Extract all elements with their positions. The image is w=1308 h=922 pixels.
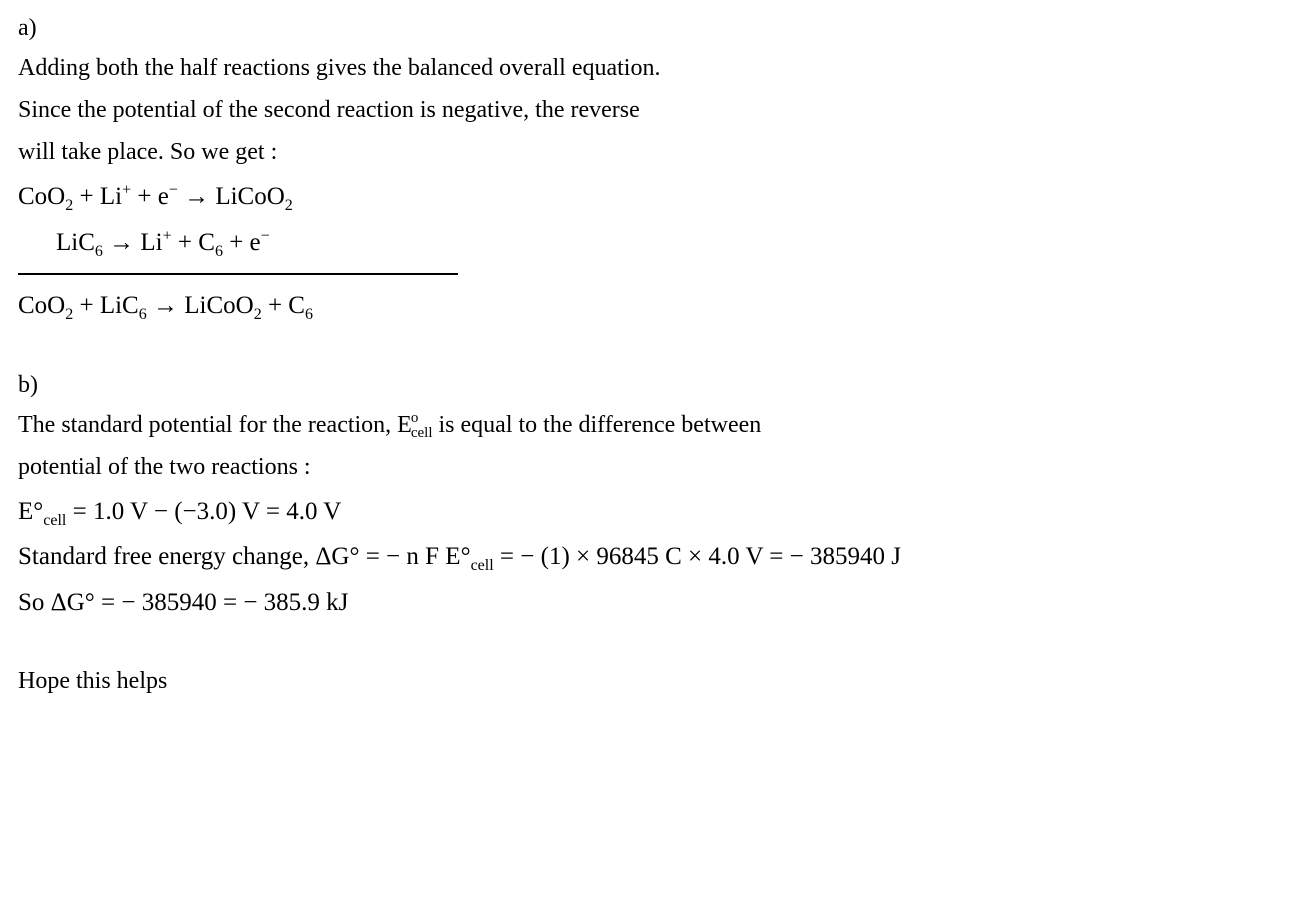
overall-lic6-sub: 6 bbox=[139, 306, 147, 323]
dg-part2: = − (1) × 96845 C × 4.0 V = − 385940 J bbox=[494, 543, 901, 570]
half-reaction-1: CoO2 + Li+ + e− → LiCoO2 bbox=[18, 178, 1290, 216]
ecell-sub-2: cell bbox=[43, 512, 66, 529]
delta-g-result: So ΔG° = − 385940 = − 385.9 kJ bbox=[18, 584, 1290, 622]
ecell-equation: E°cell = 1.0 V − (−3.0) V = 4.0 V bbox=[18, 493, 1290, 531]
arrow-li: → Li bbox=[103, 229, 163, 256]
ecell-supsub: ocell bbox=[411, 411, 433, 441]
b-line-2: potential of the two reactions : bbox=[18, 449, 1290, 485]
b-line1-part1: The standard potential for the reaction,… bbox=[18, 412, 412, 438]
b-line-1: The standard potential for the reaction,… bbox=[18, 407, 1290, 443]
arrow-licoo2: → LiCoO bbox=[178, 183, 285, 210]
ecell-sup: o bbox=[411, 411, 433, 426]
overall-plus-c6: + C bbox=[262, 292, 305, 319]
coo2-text: CoO bbox=[18, 183, 65, 210]
a-intro-line-1: Adding both the half reactions gives the… bbox=[18, 50, 1290, 86]
delta-g-equation: Standard free energy change, ΔG° = − n F… bbox=[18, 538, 1290, 576]
dg-sub: cell bbox=[471, 557, 494, 574]
e-sup: − bbox=[169, 182, 178, 199]
overall-c6-sub: 6 bbox=[305, 306, 313, 323]
ecell-lhs: E° bbox=[18, 498, 43, 525]
dg-part1: Standard free energy change, ΔG° = − n F… bbox=[18, 543, 471, 570]
overall-reaction: CoO2 + LiC6 → LiCoO2 + C6 bbox=[18, 287, 1290, 325]
section-b-label: b) bbox=[18, 367, 1290, 403]
lic6-sub: 6 bbox=[95, 243, 103, 260]
ecell-sub: cell bbox=[411, 426, 433, 441]
c6-sub: 6 bbox=[215, 243, 223, 260]
overall-plus-lic6: + LiC bbox=[73, 292, 139, 319]
overall-licoo2-sub: 2 bbox=[254, 306, 262, 323]
overall-arrow: → LiCoO bbox=[147, 292, 254, 319]
a-intro-line-2: Since the potential of the second reacti… bbox=[18, 92, 1290, 128]
plus-e-2: + e bbox=[223, 229, 261, 256]
lic6-text: LiC bbox=[56, 229, 95, 256]
footer-text: Hope this helps bbox=[18, 663, 1290, 699]
overall-coo2: CoO bbox=[18, 292, 65, 319]
a-intro-line-3: will take place. So we get : bbox=[18, 134, 1290, 170]
section-a-label: a) bbox=[18, 10, 1290, 46]
ecell-expr: = 1.0 V − (−3.0) V = 4.0 V bbox=[66, 498, 341, 525]
plus-li: + Li bbox=[73, 183, 122, 210]
plus-e: + e bbox=[131, 183, 169, 210]
b-line1-part2: is equal to the difference between bbox=[433, 412, 762, 438]
plus-c6: + C bbox=[172, 229, 215, 256]
half-reaction-2: LiC6 → Li+ + C6 + e− bbox=[56, 224, 1290, 262]
li-sup: + bbox=[122, 182, 131, 199]
licoo2-sub: 2 bbox=[285, 197, 293, 214]
e-sup-2: − bbox=[261, 227, 270, 244]
reaction-divider bbox=[18, 273, 458, 275]
li-sup-2: + bbox=[163, 227, 172, 244]
